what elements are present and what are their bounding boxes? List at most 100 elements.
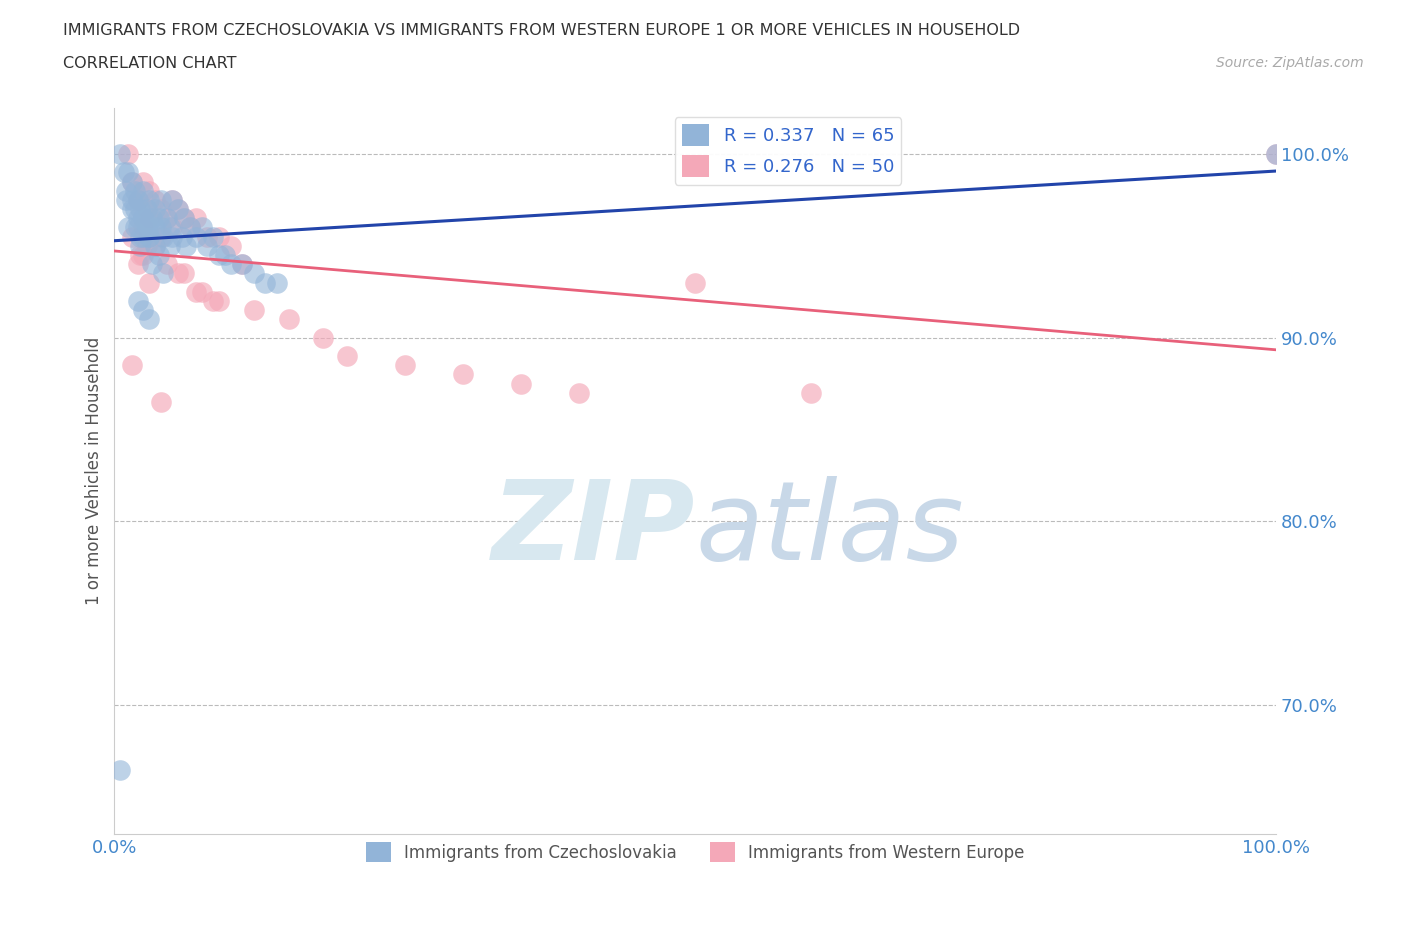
Point <box>143 193 166 207</box>
Point <box>173 211 195 226</box>
Point <box>132 211 155 226</box>
Point <box>162 220 184 235</box>
Point <box>1265 147 1288 162</box>
Point <box>231 257 253 272</box>
Point <box>243 302 266 317</box>
Point <box>148 211 170 226</box>
Point <box>195 238 218 253</box>
Point <box>184 285 207 299</box>
Point <box>136 220 159 235</box>
Point <box>132 183 155 198</box>
Point <box>179 220 201 235</box>
Point <box>149 193 172 207</box>
Point <box>132 229 155 244</box>
Point <box>159 238 181 253</box>
Point <box>208 229 231 244</box>
Point <box>129 202 152 217</box>
Point <box>127 257 149 272</box>
Point <box>800 385 823 400</box>
Text: IMMIGRANTS FROM CZECHOSLOVAKIA VS IMMIGRANTS FROM WESTERN EUROPE 1 OR MORE VEHIC: IMMIGRANTS FROM CZECHOSLOVAKIA VS IMMIGR… <box>63 23 1021 38</box>
Point <box>173 266 195 281</box>
Point <box>121 229 143 244</box>
Point <box>149 394 172 409</box>
Point <box>132 174 155 189</box>
Point <box>173 211 195 226</box>
Point <box>121 193 143 207</box>
Point <box>149 220 172 235</box>
Point <box>143 238 166 253</box>
Point <box>138 193 160 207</box>
Point <box>138 183 160 198</box>
Point <box>208 294 231 309</box>
Point <box>159 220 181 235</box>
Point <box>112 165 135 179</box>
Point <box>127 294 149 309</box>
Point <box>148 247 170 262</box>
Point <box>162 193 184 207</box>
Point <box>121 174 143 189</box>
Point <box>132 247 155 262</box>
Point <box>184 229 207 244</box>
Point <box>138 312 160 326</box>
Point <box>127 193 149 207</box>
Point <box>568 385 591 400</box>
Legend: Immigrants from Czechoslovakia, Immigrants from Western Europe: Immigrants from Czechoslovakia, Immigran… <box>359 835 1032 870</box>
Point <box>202 229 225 244</box>
Point <box>254 275 277 290</box>
Point <box>129 247 152 262</box>
Point <box>127 193 149 207</box>
Point <box>152 229 174 244</box>
Point <box>219 257 242 272</box>
Point <box>117 220 139 235</box>
Point <box>143 202 166 217</box>
Point <box>184 211 207 226</box>
Point <box>190 285 212 299</box>
Point <box>336 349 359 364</box>
Point <box>156 211 179 226</box>
Point <box>195 229 218 244</box>
Point <box>214 247 236 262</box>
Point <box>167 266 190 281</box>
Point <box>136 202 159 217</box>
Point <box>124 220 146 235</box>
Point <box>156 257 179 272</box>
Point <box>124 183 146 198</box>
Point <box>162 229 184 244</box>
Point <box>683 275 706 290</box>
Text: ZIP: ZIP <box>492 475 695 582</box>
Point <box>127 193 149 207</box>
Point <box>138 220 160 235</box>
Point <box>121 174 143 189</box>
Point <box>162 193 184 207</box>
Point <box>132 302 155 317</box>
Point <box>202 294 225 309</box>
Point <box>121 358 143 373</box>
Point <box>121 202 143 217</box>
Point <box>138 211 160 226</box>
Point <box>127 220 149 235</box>
Point <box>124 202 146 217</box>
Text: atlas: atlas <box>695 475 963 582</box>
Point <box>219 238 242 253</box>
Point <box>149 202 172 217</box>
Point <box>152 266 174 281</box>
Point <box>138 275 160 290</box>
Point <box>231 257 253 272</box>
Point <box>138 229 160 244</box>
Point <box>132 220 155 235</box>
Point <box>143 220 166 235</box>
Point <box>141 257 163 272</box>
Point <box>179 220 201 235</box>
Point <box>312 330 335 345</box>
Point <box>266 275 288 290</box>
Point <box>1265 147 1288 162</box>
Point <box>115 193 138 207</box>
Point <box>243 266 266 281</box>
Point <box>451 367 474 382</box>
Point <box>136 202 159 217</box>
Point <box>394 358 416 373</box>
Point <box>141 211 163 226</box>
Point <box>149 229 172 244</box>
Point <box>129 238 152 253</box>
Point <box>167 202 190 217</box>
